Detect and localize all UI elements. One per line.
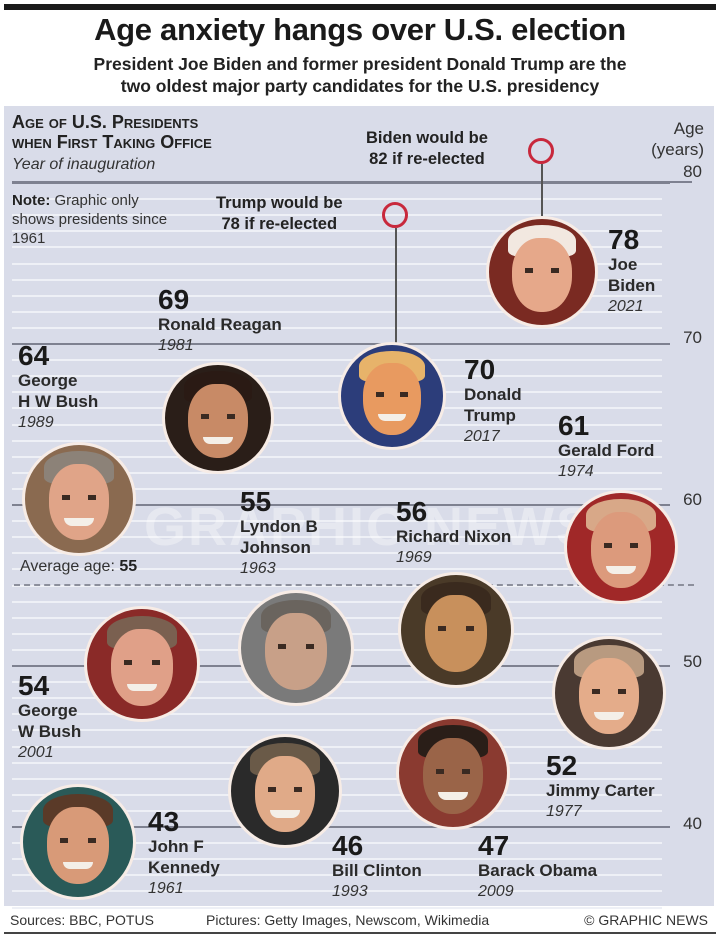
page-title: Age anxiety hangs over U.S. election (94, 12, 626, 47)
y-tick-70: 70 (683, 328, 702, 347)
chart-panel: Age of U.S. Presidents when First Taking… (4, 106, 714, 909)
clinton-label: 46 Bill Clinton 1993 (332, 830, 422, 901)
w-bush-label: 54 George W Bush 2001 (18, 670, 82, 762)
gridline (12, 246, 662, 249)
title-rule (12, 181, 692, 183)
hw-bush-label: 64 George H W Bush 1989 (18, 340, 99, 432)
carter-label: 52 Jimmy Carter 1977 (546, 750, 655, 821)
page-subtitle: President Joe Biden and former president… (93, 54, 627, 96)
y-tick-40: 40 (683, 814, 702, 833)
gridline (12, 471, 662, 474)
kennedy-photo (20, 784, 136, 900)
gridline (12, 858, 662, 861)
gridline (12, 890, 662, 893)
gridline (12, 874, 662, 877)
johnson-photo (238, 590, 354, 706)
gridline (12, 262, 662, 265)
y-axis-label: Age (years) (651, 119, 704, 159)
average-line (14, 584, 694, 586)
gridline (12, 278, 662, 281)
ford-label: 61 Gerald Ford 1974 (558, 410, 655, 481)
biden-photo (486, 216, 598, 328)
trump-annotation: Trump would be 78 if re-elected (216, 194, 343, 233)
trump-projection-marker (382, 202, 408, 228)
ford-photo (564, 490, 678, 604)
major-gridline (12, 343, 670, 345)
nixon-label: 56 Richard Nixon 1969 (396, 496, 512, 567)
sources: Sources: BBC, POTUS (10, 912, 154, 928)
gridline (12, 520, 662, 523)
gridline (12, 568, 662, 571)
gridline (12, 359, 662, 362)
gridline (12, 536, 662, 539)
average-label: Average age: 55 (20, 558, 138, 575)
gridline (12, 729, 662, 732)
chart-subtitle: Year of inauguration (12, 156, 156, 173)
gridline (12, 455, 662, 458)
reagan-photo (162, 362, 274, 474)
obama-photo (396, 716, 510, 830)
johnson-label: 55 Lyndon B Johnson 1963 (240, 486, 318, 578)
gridline (12, 713, 662, 716)
biden-stem (541, 164, 543, 216)
gridline (12, 423, 662, 426)
clinton-photo (228, 734, 342, 848)
gridline (12, 375, 662, 378)
major-gridline (12, 504, 670, 506)
gridline (12, 439, 662, 442)
gridline (12, 310, 662, 313)
gridline (12, 600, 662, 603)
gridline (12, 294, 662, 297)
gridline (12, 745, 662, 748)
obama-label: 47 Barack Obama 2009 (478, 830, 598, 901)
reagan-label: 69 Ronald Reagan 1981 (158, 284, 282, 355)
watermark: GRAPHIC NEWS (144, 497, 595, 557)
y-tick-80: 80 (683, 162, 702, 181)
copyright: © GRAPHIC NEWS (584, 912, 708, 928)
trump-photo (338, 342, 446, 450)
major-gridline (12, 826, 670, 828)
chart-title: Age of U.S. Presidents when First Taking… (12, 112, 212, 152)
gridline (12, 761, 662, 764)
gridline (12, 552, 662, 555)
bottom-rule (4, 932, 716, 934)
gridline (12, 391, 662, 394)
note: Note: Graphic only shows presidents sinc… (12, 192, 168, 247)
trump-stem (395, 228, 397, 346)
w-bush-photo (84, 606, 200, 722)
gridline (12, 842, 662, 845)
picture-credits: Pictures: Getty Images, Newscom, Wikimed… (206, 912, 490, 928)
gridline (12, 198, 662, 201)
nixon-photo (398, 572, 514, 688)
biden-label: 78 Joe Biden 2021 (608, 224, 656, 316)
kennedy-label: 43 John F Kennedy 1961 (148, 806, 220, 898)
gridline (12, 487, 662, 490)
biden-annotation: Biden would be 82 if re-elected (366, 129, 488, 168)
hw-bush-photo (22, 442, 136, 556)
gridline (12, 326, 662, 329)
gridline (12, 214, 662, 217)
major-gridline (12, 182, 670, 184)
gridline (12, 407, 662, 410)
top-rule (4, 4, 716, 10)
gridline (12, 230, 662, 233)
trump-label: 70 Donald Trump 2017 (464, 354, 522, 446)
gridline (12, 906, 662, 909)
footer: Sources: BBC, POTUS Pictures: Getty Imag… (0, 910, 720, 932)
y-tick-50: 50 (683, 652, 702, 671)
carter-photo (552, 636, 666, 750)
gridline (12, 697, 662, 700)
biden-projection-marker (528, 138, 554, 164)
y-tick-60: 60 (683, 490, 702, 509)
